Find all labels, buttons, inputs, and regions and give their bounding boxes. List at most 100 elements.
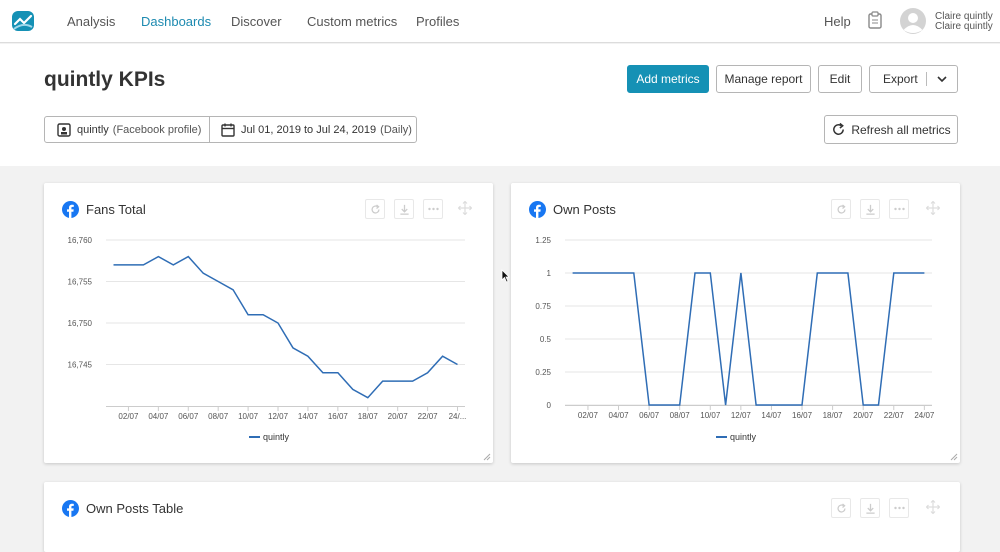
facebook-icon bbox=[62, 201, 79, 218]
edit-button[interactable]: Edit bbox=[818, 65, 862, 93]
card-download-button[interactable] bbox=[394, 199, 414, 219]
series-line bbox=[113, 255, 458, 399]
top-navigation: Analysis Dashboards Discover Custom metr… bbox=[0, 0, 1000, 43]
user-name[interactable]: Claire quintly bbox=[935, 11, 993, 22]
profile-group-icon bbox=[57, 122, 71, 137]
card-download-button[interactable] bbox=[860, 199, 880, 219]
nav-discover[interactable]: Discover bbox=[231, 14, 282, 29]
y-tick-label: 16,745 bbox=[68, 361, 93, 370]
calendar-icon bbox=[221, 123, 235, 137]
card-refresh-button[interactable] bbox=[831, 199, 851, 219]
y-tick-label: 16,750 bbox=[68, 319, 93, 328]
y-tick-label: 1.25 bbox=[535, 236, 551, 245]
x-tick-label: 06/07 bbox=[639, 411, 660, 420]
card-download-button[interactable] bbox=[860, 498, 880, 518]
card-refresh-button[interactable] bbox=[365, 199, 385, 219]
resize-handle-icon[interactable] bbox=[483, 453, 491, 461]
page-title: quintly KPIs bbox=[44, 68, 166, 91]
x-tick-label: 02/07 bbox=[578, 411, 599, 420]
card-more-button[interactable] bbox=[889, 498, 909, 518]
y-tick-label: 0.5 bbox=[540, 335, 552, 344]
x-tick-label: 04/07 bbox=[148, 412, 169, 421]
legend-label: quintly bbox=[730, 432, 757, 442]
date-interval: (Daily) bbox=[380, 123, 412, 136]
profile-selector[interactable]: quintly (Facebook profile) bbox=[57, 117, 201, 142]
x-tick-label: 20/07 bbox=[388, 412, 409, 421]
export-button[interactable]: Export bbox=[869, 65, 958, 93]
card-title: Fans Total bbox=[86, 202, 146, 217]
refresh-icon bbox=[370, 204, 380, 213]
resize-handle-icon[interactable] bbox=[950, 453, 958, 461]
refresh-icon bbox=[836, 503, 846, 512]
nav-profiles[interactable]: Profiles bbox=[416, 14, 460, 29]
x-tick-label: 22/07 bbox=[418, 412, 439, 421]
x-tick-label: 24/... bbox=[449, 412, 467, 421]
avatar[interactable] bbox=[900, 8, 926, 34]
move-icon[interactable] bbox=[926, 500, 940, 514]
card-more-button[interactable] bbox=[889, 199, 909, 219]
refresh-label: Refresh all metrics bbox=[851, 122, 951, 137]
x-tick-label: 22/07 bbox=[884, 411, 905, 420]
download-icon bbox=[865, 503, 875, 514]
x-tick-label: 16/07 bbox=[792, 411, 813, 420]
card-more-button[interactable] bbox=[423, 199, 443, 219]
move-icon[interactable] bbox=[458, 201, 472, 215]
date-range: Jul 01, 2019 to Jul 24, 2019 bbox=[241, 123, 377, 136]
x-tick-label: 06/07 bbox=[178, 412, 199, 421]
manage-report-button[interactable]: Manage report bbox=[716, 65, 811, 93]
legend-label: quintly bbox=[263, 432, 290, 442]
filter-divider bbox=[209, 117, 210, 142]
profile-name: quintly bbox=[77, 123, 109, 136]
nav-custom-metrics[interactable]: Custom metrics bbox=[307, 14, 398, 29]
x-tick-label: 08/07 bbox=[670, 411, 691, 420]
x-tick-label: 14/07 bbox=[298, 412, 319, 421]
x-tick-label: 16/07 bbox=[328, 412, 349, 421]
download-icon bbox=[865, 204, 875, 215]
x-tick-label: 04/07 bbox=[609, 411, 630, 420]
more-icon bbox=[893, 207, 905, 211]
nav-analysis[interactable]: Analysis bbox=[67, 14, 116, 29]
add-metrics-button[interactable]: Add metrics bbox=[627, 65, 709, 93]
mouse-cursor-icon bbox=[501, 269, 510, 283]
x-tick-label: 12/07 bbox=[268, 412, 289, 421]
y-tick-label: 0 bbox=[547, 401, 552, 410]
export-label: Export bbox=[883, 72, 918, 86]
profile-type: (Facebook profile) bbox=[112, 123, 202, 136]
x-tick-label: 08/07 bbox=[208, 412, 229, 421]
facebook-icon bbox=[529, 201, 546, 218]
chevron-down-icon[interactable] bbox=[937, 75, 947, 83]
own-posts-card: Own Posts 1.25 1 0.75 0.5 0.25 0 02/07 04/07 06/… bbox=[511, 183, 960, 463]
x-tick-label: 20/07 bbox=[853, 411, 874, 420]
y-tick-label: 0.25 bbox=[535, 368, 551, 377]
own-posts-table-card: Own Posts Table bbox=[44, 482, 960, 552]
own-posts-chart: 1.25 1 0.75 0.5 0.25 0 02/07 04/07 06/07 08/07 10/… bbox=[535, 236, 934, 442]
x-tick-label: 18/07 bbox=[823, 411, 844, 420]
help-link[interactable]: Help bbox=[824, 14, 851, 29]
card-title: Own Posts Table bbox=[86, 501, 184, 516]
move-icon[interactable] bbox=[926, 201, 940, 215]
date-range-selector[interactable]: Jul 01, 2019 to Jul 24, 2019 (Daily) bbox=[221, 117, 412, 142]
x-tick-label: 14/07 bbox=[761, 411, 782, 420]
fans-total-chart: 16,760 16,755 16,750 16,745 02/07 04/07 06/07 0… bbox=[68, 236, 467, 442]
more-icon bbox=[893, 506, 905, 510]
x-tick-label: 02/07 bbox=[118, 412, 139, 421]
y-tick-label: 1 bbox=[547, 269, 552, 278]
report-filter: quintly (Facebook profile) Jul 01, 2019 … bbox=[44, 116, 417, 143]
series-line bbox=[572, 272, 925, 406]
x-tick-label: 10/07 bbox=[700, 411, 721, 420]
y-tick-label: 16,760 bbox=[68, 236, 93, 245]
download-icon bbox=[399, 204, 409, 215]
quintly-logo-icon[interactable] bbox=[12, 11, 34, 31]
user-account[interactable]: Claire quintly bbox=[935, 21, 993, 32]
card-refresh-button[interactable] bbox=[831, 498, 851, 518]
refresh-icon bbox=[833, 122, 845, 135]
refresh-all-metrics-button[interactable]: Refresh all metrics bbox=[824, 115, 958, 144]
card-title: Own Posts bbox=[553, 202, 616, 217]
x-tick-label: 18/07 bbox=[358, 412, 379, 421]
fans-total-card: Fans Total 16,760 16,755 16,750 16,745 02/07… bbox=[44, 183, 493, 463]
clipboard-icon[interactable] bbox=[868, 11, 882, 29]
dashboard-header: quintly KPIs Add metrics Manage report E… bbox=[0, 44, 1000, 166]
nav-dashboards[interactable]: Dashboards bbox=[141, 14, 212, 29]
x-tick-label: 10/07 bbox=[238, 412, 259, 421]
refresh-icon bbox=[836, 204, 846, 213]
